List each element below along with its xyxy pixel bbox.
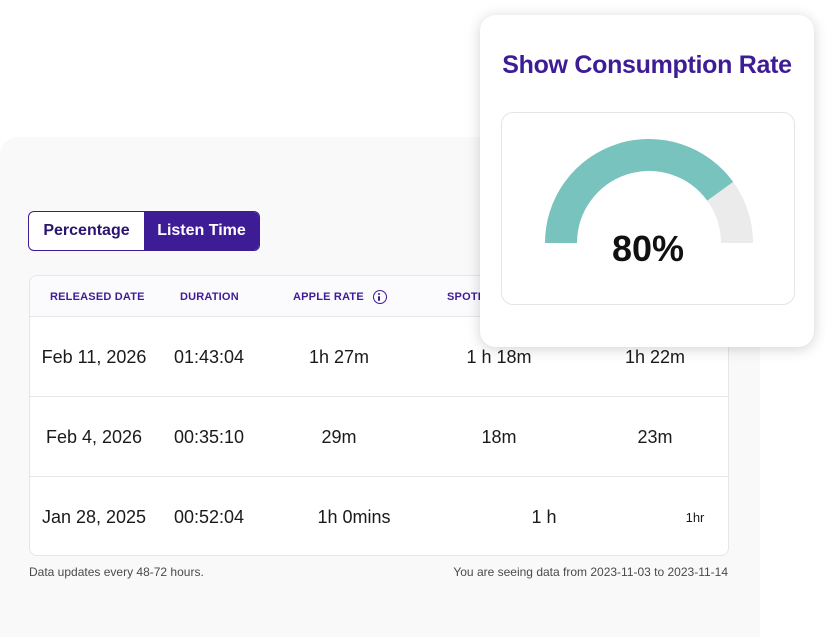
table-row: Feb 11, 2026 01:43:04 1h 27m 1 h 18m 1h … [30,317,728,397]
header-duration[interactable]: DURATION [180,290,239,303]
cell-duration: 01:43:04 [173,346,245,367]
cell-col5: 1h 22m [624,346,686,367]
cell-apple-rate: 29m [321,426,357,447]
cell-col5: 23m [637,426,673,447]
cell-duration: 00:52:04 [173,506,245,527]
gauge-chart [545,139,753,244]
gauge-fill [545,139,734,244]
header-released-date[interactable]: RELEASED DATE [50,290,145,303]
cell-duration: 00:35:10 [173,426,245,447]
gauge-panel: 80% [501,112,795,305]
table-row: Jan 28, 2025 00:52:04 1h 0mins 1 h 1hr [30,477,728,555]
table-row: Feb 4, 2026 00:35:10 29m 18m 23m [30,397,728,477]
header-apple-rate-label: APPLE RATE [293,290,364,303]
cell-spotify-rate: 1 h 18m [466,346,532,367]
cell-released-date: Jan 28, 2025 [41,506,147,527]
listen-time-toggle-button[interactable]: Listen Time [144,212,259,250]
update-note: Data updates every 48-72 hours. [29,565,204,579]
consumption-rate-card: Show Consumption Rate 80% [480,15,814,347]
cell-col5: 1hr [685,509,705,525]
percentage-toggle-button[interactable]: Percentage [43,222,130,239]
gauge-title: Show Consumption Rate [502,51,792,79]
cell-released-date: Feb 4, 2026 [45,426,143,447]
info-icon[interactable] [372,289,387,304]
gauge-value: 80% [611,228,685,269]
cell-apple-rate: 1h 0mins [317,506,391,527]
cell-released-date: Feb 11, 2026 [41,346,147,367]
cell-spotify-rate: 1 h [531,506,557,527]
cell-spotify-rate: 18m [481,426,517,447]
cell-apple-rate: 1h 27m [308,346,370,367]
date-range-note: You are seeing data from 2023-11-03 to 2… [453,565,728,579]
header-spotify-rate[interactable]: SPOTI [447,290,482,303]
view-toggle: Percentage Listen Time [28,211,260,251]
header-apple-rate[interactable]: APPLE RATE [293,276,387,317]
